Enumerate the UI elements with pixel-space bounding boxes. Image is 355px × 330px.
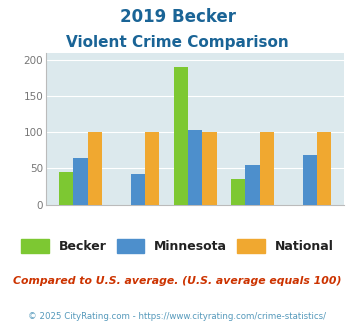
Bar (73, 158, 88, 205)
Bar (88, 132, 102, 205)
Text: Violent Crime Comparison: Violent Crime Comparison (66, 35, 289, 50)
Bar (245, 165, 260, 205)
Bar (202, 132, 217, 205)
Bar (59, 172, 73, 205)
Bar (231, 179, 245, 205)
Bar (188, 130, 202, 205)
Bar (131, 174, 145, 205)
Text: © 2025 CityRating.com - https://www.cityrating.com/crime-statistics/: © 2025 CityRating.com - https://www.city… (28, 312, 327, 321)
Legend: Becker, Minnesota, National: Becker, Minnesota, National (21, 239, 334, 253)
Bar (260, 132, 274, 205)
Text: Compared to U.S. average. (U.S. average equals 100): Compared to U.S. average. (U.S. average … (13, 276, 342, 285)
Bar (317, 132, 332, 205)
Bar (145, 132, 159, 205)
Bar (303, 155, 317, 205)
Bar (174, 67, 188, 205)
Text: 2019 Becker: 2019 Becker (120, 8, 235, 26)
